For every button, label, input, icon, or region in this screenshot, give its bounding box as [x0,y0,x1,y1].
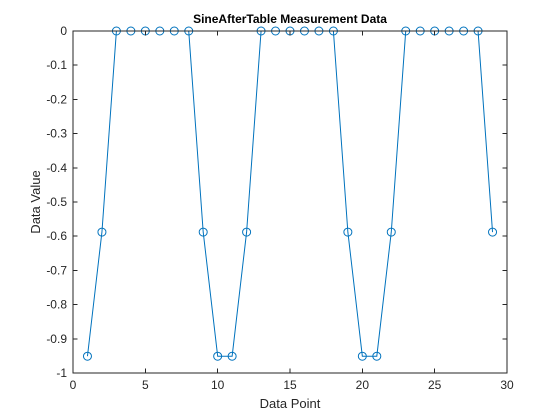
y-tick-label: -0.5 [46,195,67,209]
x-tick-label: 20 [356,378,370,392]
data-point [343,227,353,237]
y-tick-label: -0.3 [46,127,67,141]
axes-layer: 0 5 10 15 20 25 30 0 -0.1 -0.2 -0.3 -0.4 -0.5 -0.6 -0.… [46,24,514,392]
y-tick-label: -0.6 [46,229,67,243]
x-tick-label: 10 [211,378,225,392]
plot-background [73,31,507,373]
x-tick-label: 0 [70,378,77,392]
y-tick-label: -0.7 [46,263,67,277]
y-tick-label: 0 [60,24,67,38]
x-tick-label: 5 [142,378,149,392]
y-tick-label: -0.8 [46,298,67,312]
data-point [227,351,237,361]
y-tick-label: -0.1 [46,58,67,72]
data-point [357,351,367,361]
y-tick-label: -0.2 [46,92,67,106]
x-tick-label: 15 [283,378,297,392]
data-point [198,227,208,237]
x-tick-label: 25 [428,378,442,392]
chart-title: SineAfterTable Measurement Data [193,12,387,26]
data-point [386,227,396,237]
data-point [213,351,223,361]
x-axis-title: Data Point [260,396,321,411]
data-point [97,227,107,237]
x-tick-label: 30 [500,378,514,392]
data-point [372,351,382,361]
data-point [242,227,252,237]
y-tick-label: -0.9 [46,332,67,346]
y-axis-title: Data Value [28,170,43,233]
y-tick-label: -0.4 [46,161,67,175]
labels-layer: SineAfterTable Measurement Data Data Poi… [28,12,387,411]
y-tick-label: -1 [56,366,67,380]
data-point [82,351,92,361]
data-point [488,227,498,237]
